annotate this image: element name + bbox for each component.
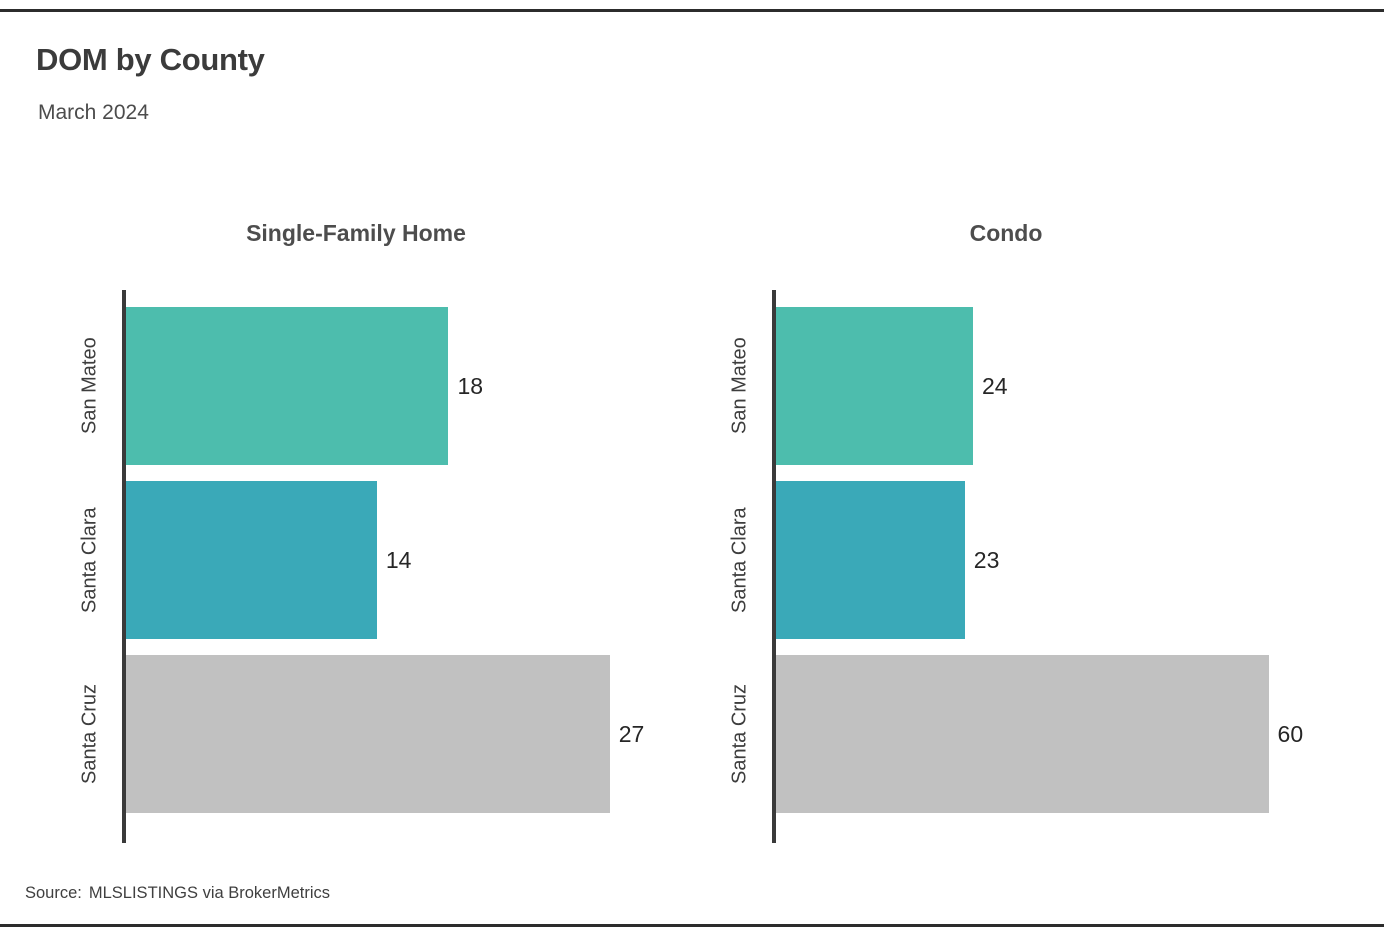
plot-area: San Mateo 24 Santa Clara 23 Santa Cruz 60: [686, 290, 1326, 860]
category-label: Santa Cruz: [78, 683, 101, 785]
bar-row: Santa Cruz 60: [729, 655, 1326, 813]
bar-row: Santa Clara 14: [79, 481, 676, 639]
category-label: Santa Clara: [728, 507, 751, 613]
category-label: San Mateo: [728, 337, 751, 435]
panel-title: Condo: [969, 220, 1043, 246]
page-subtitle: March 2024: [38, 101, 149, 124]
bar-row: San Mateo 18: [79, 307, 676, 465]
category-label: Santa Cruz: [728, 683, 751, 785]
panel-condo: Condo San Mateo 24 Santa Clara 23 Santa Cruz…: [686, 210, 1326, 870]
bar: [776, 655, 1269, 813]
panel-single-family-home: Single-Family Home San Mateo 18 Santa Clar…: [36, 210, 676, 870]
bar: [126, 655, 610, 813]
value-label: 60: [1277, 720, 1304, 747]
value-label: 24: [982, 372, 1008, 399]
bars-container: San Mateo 24 Santa Clara 23 Santa Cruz 60: [729, 307, 1326, 829]
plot-area: San Mateo 18 Santa Clara 14 Santa Cruz 27: [36, 290, 676, 860]
bar-row: San Mateo 24: [729, 307, 1326, 465]
y-axis-line: [772, 290, 776, 843]
value-label: 14: [385, 546, 412, 573]
source-text: MLSLISTINGS via BrokerMetrics: [88, 884, 331, 902]
bar: [126, 307, 449, 465]
charts-row: Single-Family Home San Mateo 18 Santa Clar…: [36, 210, 1326, 870]
category-label: San Mateo: [78, 337, 101, 435]
y-axis-line: [122, 290, 126, 843]
bars-container: San Mateo 18 Santa Clara 14 Santa Cruz 27: [79, 307, 676, 829]
source-label: Source:: [25, 884, 82, 902]
value-label: 18: [457, 372, 484, 399]
bar-row: Santa Cruz 27: [79, 655, 676, 813]
top-rule: [0, 9, 1384, 12]
bar: [776, 307, 973, 465]
bar-row: Santa Clara 23: [729, 481, 1326, 639]
category-label: Santa Clara: [78, 507, 101, 613]
value-label: 27: [618, 720, 645, 747]
bar: [126, 481, 377, 639]
bottom-rule: [0, 924, 1384, 927]
source-note: Source: MLSLISTINGS via BrokerMetrics: [25, 884, 330, 903]
bar: [776, 481, 965, 639]
page-title: DOM by County: [36, 42, 265, 77]
panel-title: Single-Family Home: [246, 220, 466, 246]
value-label: 23: [973, 546, 1000, 573]
